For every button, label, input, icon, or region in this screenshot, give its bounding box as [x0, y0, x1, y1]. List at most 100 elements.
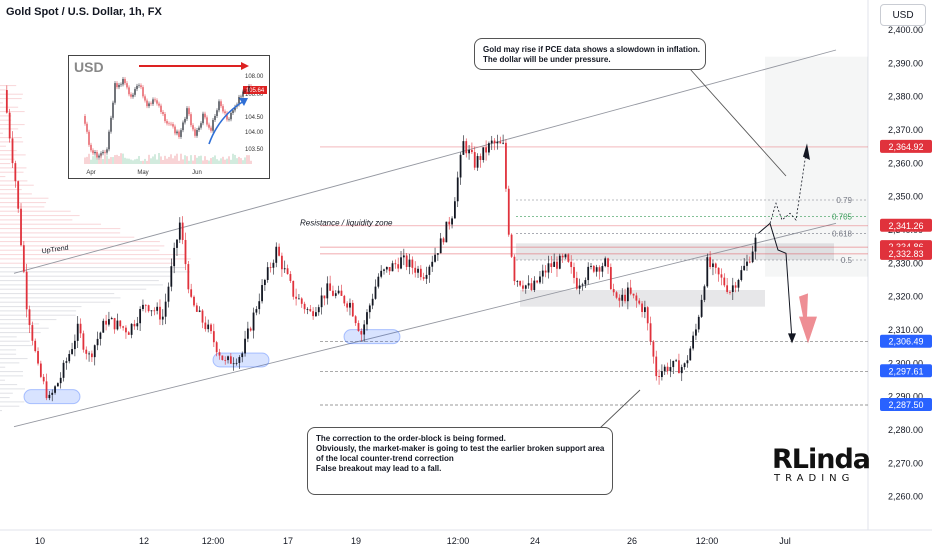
candle: [601, 262, 604, 278]
candle: [663, 364, 666, 375]
candle: [493, 138, 496, 151]
candle: [388, 266, 391, 275]
candles: [5, 85, 757, 402]
candle: [652, 340, 655, 364]
candle: [482, 147, 485, 163]
candle: [65, 357, 68, 370]
candle: [734, 281, 737, 293]
x-tick-2: 12:00: [202, 536, 225, 546]
candle: [700, 294, 703, 319]
candle: [332, 285, 334, 297]
y-tick-2360: 2,360.00: [888, 158, 923, 168]
candle: [207, 319, 210, 333]
candle: [96, 331, 99, 351]
candle: [598, 265, 601, 280]
candle: [564, 253, 567, 260]
candle: [246, 321, 249, 343]
candle: [212, 323, 215, 347]
candle: [363, 320, 366, 342]
candle: [746, 254, 748, 271]
candle: [110, 316, 113, 320]
candle: [544, 265, 547, 278]
candle: [672, 360, 675, 375]
candle: [360, 328, 363, 342]
candle: [723, 273, 726, 288]
candle: [502, 134, 505, 145]
candle: [556, 256, 558, 277]
candle: [394, 259, 397, 269]
note-bottom-line-4: False breakout may lead to a fall.: [316, 464, 442, 473]
candle: [675, 358, 677, 362]
candle: [193, 295, 195, 308]
candle: [592, 264, 595, 274]
candle: [88, 351, 90, 362]
candle: [408, 253, 411, 275]
candle: [595, 264, 598, 277]
candle: [385, 266, 388, 273]
candle: [743, 258, 746, 271]
y-tick-2390: 2,390.00: [888, 58, 923, 68]
candle: [173, 242, 176, 274]
bearish-target-arrow: [799, 293, 817, 344]
candle: [147, 304, 150, 313]
candle: [181, 216, 184, 245]
candle: [59, 372, 62, 389]
candle: [261, 279, 263, 304]
candle: [632, 293, 635, 299]
candle: [320, 287, 323, 315]
candle: [244, 330, 246, 357]
inset-y-tick-4: 103.50: [245, 147, 264, 153]
candle: [309, 304, 312, 312]
note-bottom-line-3: of the local counter-trend correction: [316, 454, 454, 463]
x-tick-1: 12: [139, 536, 149, 546]
candle: [346, 301, 349, 312]
candle: [490, 135, 493, 150]
x-tick-4: 19: [351, 536, 361, 546]
price-tag-0: 2,364.92: [880, 139, 932, 153]
candle: [436, 253, 439, 261]
currency-button[interactable]: USD: [880, 4, 926, 26]
note-bottom: The correction to the order-block is bei…: [307, 427, 613, 495]
candle: [669, 359, 672, 378]
inset-y-tick-1: 106.00: [245, 92, 264, 98]
x-tick-6: 24: [530, 536, 540, 546]
candle: [740, 265, 743, 282]
candle: [709, 251, 712, 270]
candle: [227, 355, 229, 364]
candle: [292, 280, 295, 300]
price-tag-1: 2,341.26: [880, 218, 932, 232]
note-top-pointer: [689, 68, 787, 177]
candle: [422, 272, 425, 281]
candle: [451, 216, 453, 229]
y-tick-2280: 2,280.00: [888, 425, 923, 435]
candle: [714, 262, 717, 274]
candle: [289, 271, 292, 283]
candle: [661, 364, 663, 381]
liquidity-marker-1: [212, 352, 270, 368]
candle: [590, 263, 592, 270]
candle: [666, 362, 669, 375]
candle: [351, 299, 354, 317]
x-tick-5: 12:00: [447, 536, 470, 546]
candle: [539, 271, 541, 285]
candle: [8, 108, 11, 143]
note-top-line-2: The dollar will be under pressure.: [483, 55, 611, 64]
candle: [553, 253, 556, 267]
candle: [683, 362, 686, 370]
candle: [303, 301, 306, 314]
candle: [258, 293, 261, 315]
price-tag-5: 2,297.61: [880, 364, 932, 378]
y-tick-2310: 2,310.00: [888, 325, 923, 335]
candle: [533, 276, 536, 293]
y-tick-2260: 2,260.00: [888, 492, 923, 502]
y-tick-2400: 2,400.00: [888, 25, 923, 35]
x-tick-7: 26: [627, 536, 637, 546]
candle: [229, 353, 232, 364]
candle: [519, 280, 522, 287]
candle: [400, 250, 402, 270]
candle: [505, 139, 507, 192]
candle: [144, 304, 147, 313]
candle: [717, 267, 720, 282]
candle: [615, 290, 618, 300]
candle: [488, 141, 490, 156]
